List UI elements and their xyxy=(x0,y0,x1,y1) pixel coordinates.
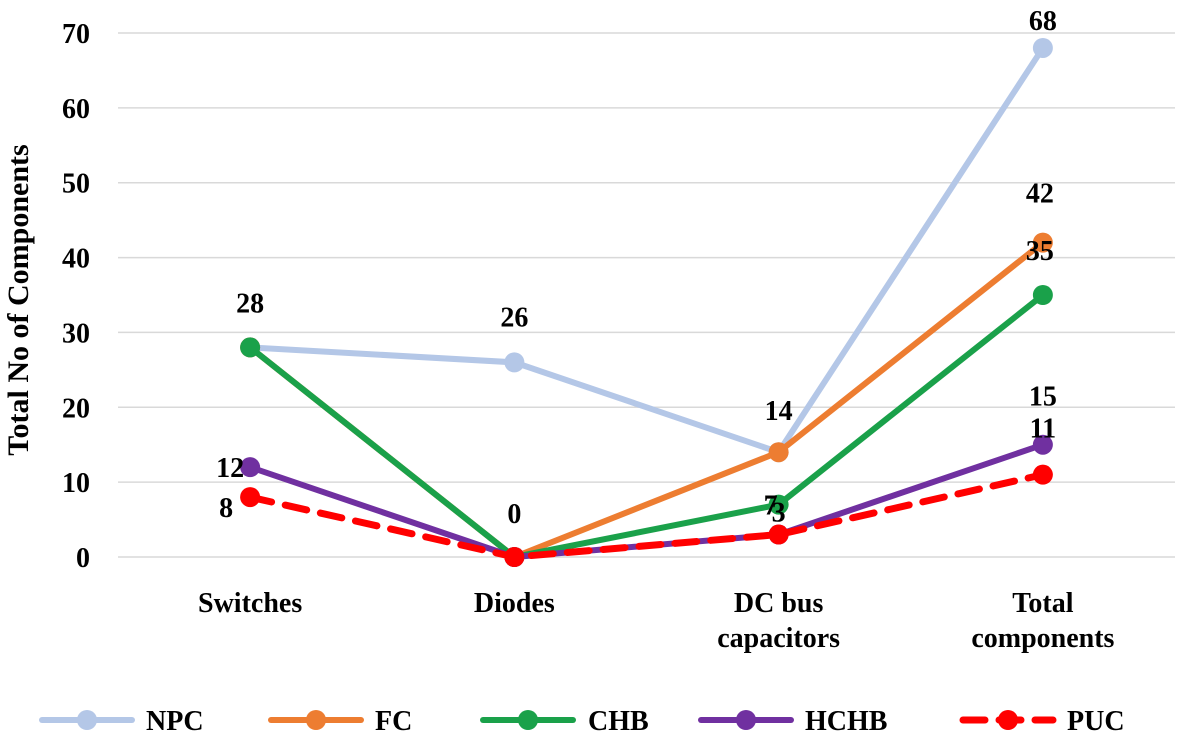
series-npc xyxy=(240,37,1053,463)
data-point-hchb xyxy=(1032,434,1053,455)
y-axis-label: Total No of Components xyxy=(2,144,35,455)
data-point-npc xyxy=(1032,37,1053,58)
series-line-npc xyxy=(247,44,1046,456)
data-label: 15 xyxy=(1029,382,1057,413)
x-tick-label: DC bus xyxy=(734,588,824,619)
legend-item-chb: CHB xyxy=(480,706,649,737)
data-point-npc xyxy=(504,352,525,373)
legend-item-puc: PUC xyxy=(959,706,1125,737)
y-axis-ticks: 0 10 20 30 40 50 60 70 xyxy=(62,19,90,574)
series-fc xyxy=(240,232,1053,567)
data-point-fc xyxy=(768,442,789,463)
data-point-puc xyxy=(504,547,525,567)
x-tick-label: capacitors xyxy=(717,623,840,654)
data-label: 3 xyxy=(772,498,786,529)
legend-item-npc: NPC xyxy=(39,706,204,737)
legend: NPC FC CHB HCHB PUC xyxy=(39,706,1125,737)
y-tick-label: 50 xyxy=(62,169,90,200)
series-line-chb xyxy=(247,292,1046,560)
legend-label: NPC xyxy=(146,706,204,737)
legend-label: CHB xyxy=(588,706,649,737)
data-point-puc xyxy=(1032,464,1053,485)
data-point-chb xyxy=(768,494,789,515)
x-tick-label: components xyxy=(971,623,1114,654)
legend-label: HCHB xyxy=(805,706,887,737)
x-tick-label: Diodes xyxy=(474,588,555,619)
data-label: 68 xyxy=(1029,6,1057,37)
x-axis-ticks: Switches Diodes DC bus capacitors Total compo… xyxy=(198,588,1115,654)
y-tick-label: 60 xyxy=(62,94,90,125)
data-point-fc xyxy=(1032,232,1053,253)
legend-marker xyxy=(518,710,538,730)
y-tick-label: 20 xyxy=(62,393,90,424)
legend-label: PUC xyxy=(1067,706,1125,737)
legend-marker xyxy=(998,710,1018,730)
data-label: 12 xyxy=(216,453,244,484)
data-point-puc xyxy=(768,524,789,545)
data-label: 26 xyxy=(500,302,528,333)
legend-marker xyxy=(77,710,97,730)
data-point-hchb xyxy=(240,457,261,478)
legend-label: FC xyxy=(375,706,412,737)
data-label: 7 xyxy=(764,491,778,522)
legend-item-hchb: HCHB xyxy=(698,706,887,737)
data-point-puc xyxy=(240,487,261,508)
data-label: 11 xyxy=(1030,414,1056,445)
x-tick-label: Switches xyxy=(198,588,302,619)
series-line-puc xyxy=(246,471,1047,561)
y-tick-label: 10 xyxy=(62,468,90,499)
series-lines xyxy=(240,37,1053,567)
legend-item-fc: FC xyxy=(268,706,412,737)
y-tick-label: 40 xyxy=(62,244,90,275)
data-label: 28 xyxy=(236,288,264,319)
data-point-chb xyxy=(240,337,261,358)
data-label: 14 xyxy=(765,396,793,427)
data-label: 8 xyxy=(219,493,233,524)
data-label: 35 xyxy=(1026,236,1054,267)
data-label: 42 xyxy=(1026,179,1054,210)
data-label: 0 xyxy=(507,499,521,530)
series-puc xyxy=(240,464,1053,567)
y-tick-label: 70 xyxy=(62,19,90,50)
legend-marker xyxy=(736,710,756,730)
legend-marker xyxy=(306,710,326,730)
y-tick-label: 0 xyxy=(76,543,90,574)
x-tick-label: Total xyxy=(1012,588,1073,619)
y-tick-label: 30 xyxy=(62,318,90,349)
data-point-chb xyxy=(1032,285,1053,305)
